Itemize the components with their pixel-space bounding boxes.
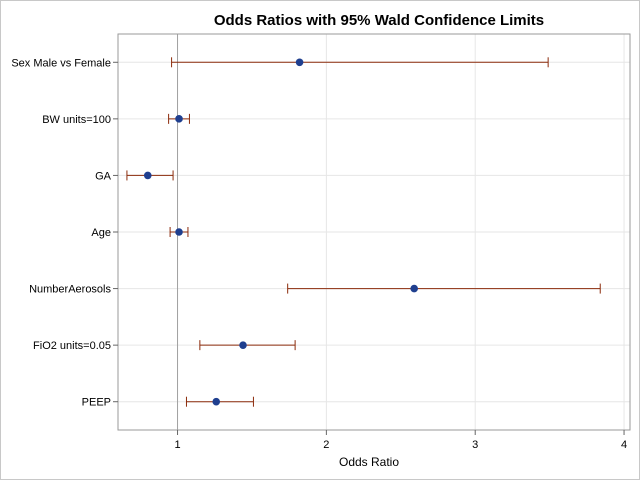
y-axis-labels: Sex Male vs Female BW units=100 GA Age Numbe… xyxy=(11,57,118,409)
y-category-label: PEEP xyxy=(82,397,111,409)
x-tick-label: 3 xyxy=(472,439,478,451)
y-category-label: Sex Male vs Female xyxy=(11,57,111,69)
x-tick-label: 1 xyxy=(174,439,180,451)
odds-ratio-point xyxy=(175,115,183,123)
odds-ratio-point xyxy=(212,397,221,406)
odds-ratio-point xyxy=(143,171,152,180)
odds-ratio-point xyxy=(239,341,247,349)
x-axis-ticks: 1 2 3 4 xyxy=(174,430,627,451)
chart-title: Odds Ratios with 95% Wald Confidence Lim… xyxy=(214,12,544,29)
odds-ratio-point xyxy=(175,228,183,236)
confidence-intervals xyxy=(126,57,601,407)
odds-ratio-point xyxy=(295,58,304,67)
x-tick-label: 2 xyxy=(323,439,329,451)
x-tick-label: 4 xyxy=(621,439,627,451)
y-category-label: FiO2 units=0.05 xyxy=(33,340,111,352)
y-category-label: Age xyxy=(91,227,111,239)
y-category-label: BW units=100 xyxy=(42,114,111,126)
y-category-label: GA xyxy=(95,170,112,182)
y-category-label: NumberAerosols xyxy=(29,284,111,296)
gridlines xyxy=(118,34,630,430)
x-axis-label: Odds Ratio xyxy=(339,455,399,469)
odds-ratio-point xyxy=(410,284,418,293)
